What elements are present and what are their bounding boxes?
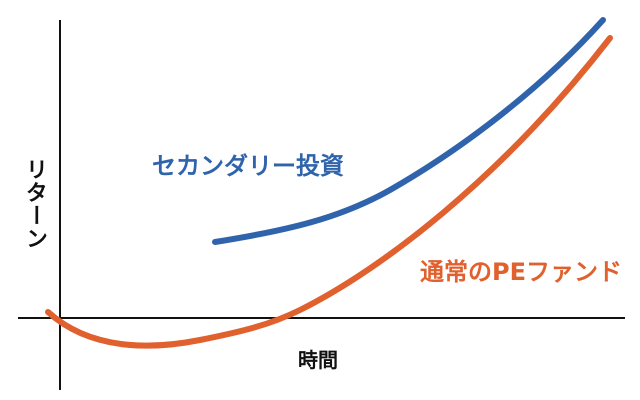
y-axis-label: リターン (22, 158, 47, 250)
x-axis-label: 時間 (298, 348, 338, 372)
secondary-investment-label: セカンダリー投資 (152, 152, 344, 180)
pe-fund-label: 通常のPEファンド (420, 258, 622, 286)
pe-fund-curve (45, 35, 613, 349)
secondary-investment-curve (212, 17, 606, 245)
